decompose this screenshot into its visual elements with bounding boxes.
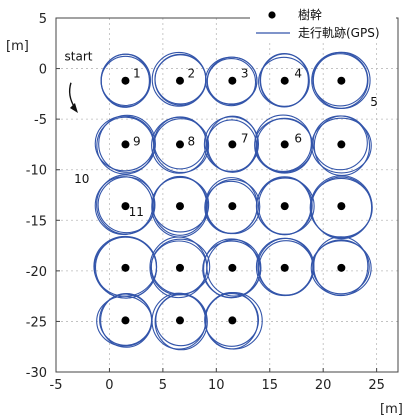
trajectory-loop xyxy=(206,58,257,107)
tree-trunk-point xyxy=(175,202,184,211)
trajectory-loop xyxy=(203,116,260,172)
tree-trunk-point xyxy=(228,202,237,211)
tree-trunk-point xyxy=(175,316,184,325)
y-tick-label: 5 xyxy=(39,12,47,27)
trajectory-loop xyxy=(311,51,369,109)
y-tick-label: -10 xyxy=(26,164,47,179)
y-tick-label: 0 xyxy=(39,63,47,78)
tree-number-label: 9 xyxy=(133,134,141,148)
tree-trunk-point xyxy=(175,76,184,85)
tree-number-label: 11 xyxy=(129,205,144,219)
tree-trunk-point xyxy=(228,140,237,149)
x-tick-label: 10 xyxy=(208,378,225,393)
trajectory-loop xyxy=(202,240,262,298)
tree-number-label: 3 xyxy=(241,67,249,81)
tree-trunk-point xyxy=(228,316,237,325)
plot-frame xyxy=(55,17,399,373)
trajectory-loop xyxy=(310,240,372,296)
x-tick-label: 25 xyxy=(368,378,385,393)
legend-entry-trunk: 樹幹 xyxy=(298,7,322,22)
tree-trunk-point xyxy=(121,316,130,325)
tree-trunks xyxy=(121,76,346,325)
legend-entry-gps: 走行軌跡(GPS) xyxy=(298,25,380,40)
tree-trunk-point xyxy=(228,76,237,85)
trajectory-loop xyxy=(97,176,156,234)
trajectory-loop xyxy=(204,291,259,350)
legend: 樹幹 走行軌跡(GPS) xyxy=(250,4,396,40)
y-tick-label: -15 xyxy=(26,214,47,229)
y-axis-ticks: 5 0 -5 -10 -15 -20 -25 -30 xyxy=(26,12,60,381)
trajectory-loop xyxy=(204,293,260,347)
tree-trunk-point xyxy=(337,202,346,211)
tree-number-label: 5 xyxy=(370,95,378,109)
tree-trunk-point xyxy=(121,140,130,149)
x-axis-label: [m] xyxy=(380,402,403,417)
trajectory-loop xyxy=(258,56,310,108)
y-tick-label: -5 xyxy=(34,113,47,128)
tree-trunk-point xyxy=(280,202,289,211)
trajectory-loop xyxy=(100,53,152,108)
trajectory-loop xyxy=(154,293,208,351)
tree-number-label: 8 xyxy=(187,134,195,148)
trajectory-loop xyxy=(93,236,158,299)
trajectory-loop xyxy=(312,239,370,295)
tree-number-label: 2 xyxy=(187,67,195,81)
trajectory-loop xyxy=(153,116,207,170)
y-tick-label: -25 xyxy=(26,315,47,330)
tree-trunk-point xyxy=(175,263,184,272)
tree-trunk-point xyxy=(280,76,289,85)
tree-trunk-point xyxy=(337,140,346,149)
annotations: start 1 2 3 4 5 6 7 8 9 10 11 xyxy=(65,49,378,219)
x-tick-label: 5 xyxy=(159,378,167,393)
tree-number-label: 4 xyxy=(294,67,302,81)
trajectory-loop xyxy=(312,115,368,171)
y-tick-label: -20 xyxy=(26,265,47,280)
tree-number-label: 7 xyxy=(241,131,249,145)
start-label: start xyxy=(65,49,93,63)
x-tick-label: -5 xyxy=(50,378,63,393)
trajectory-loop xyxy=(255,177,315,235)
x-tick-label: 15 xyxy=(261,378,278,393)
tree-trunk-point xyxy=(337,76,346,85)
grid xyxy=(56,18,398,372)
tree-trunk-point xyxy=(121,263,130,272)
start-arrowhead xyxy=(69,103,78,114)
x-tick-label: 0 xyxy=(105,378,113,393)
tree-trunk-point xyxy=(175,140,184,149)
tree-trunk-point xyxy=(228,263,237,272)
trajectory-loops xyxy=(93,51,373,351)
trajectory-loop xyxy=(206,115,259,173)
x-axis-ticks: -5 0 5 10 15 20 25 xyxy=(50,368,385,393)
tree-trunk-point xyxy=(121,202,130,211)
tree-trunk-point xyxy=(337,263,346,272)
legend-dot-marker xyxy=(268,11,276,19)
tree-trunk-point xyxy=(121,76,130,85)
trajectory-loop xyxy=(310,176,373,240)
tree-trunk-point xyxy=(280,140,289,149)
tree-trunk-point xyxy=(280,263,289,272)
y-axis-label: [m] xyxy=(6,39,29,54)
tree-number-label: 6 xyxy=(294,131,302,145)
trajectory-loop xyxy=(311,117,372,174)
tree-number-label: 1 xyxy=(133,67,141,81)
trajectory-loop xyxy=(98,114,156,173)
tree-number-label: 10 xyxy=(74,172,89,186)
x-tick-label: 20 xyxy=(315,378,332,393)
y-tick-label: -30 xyxy=(26,366,47,381)
legend-background xyxy=(250,4,396,40)
